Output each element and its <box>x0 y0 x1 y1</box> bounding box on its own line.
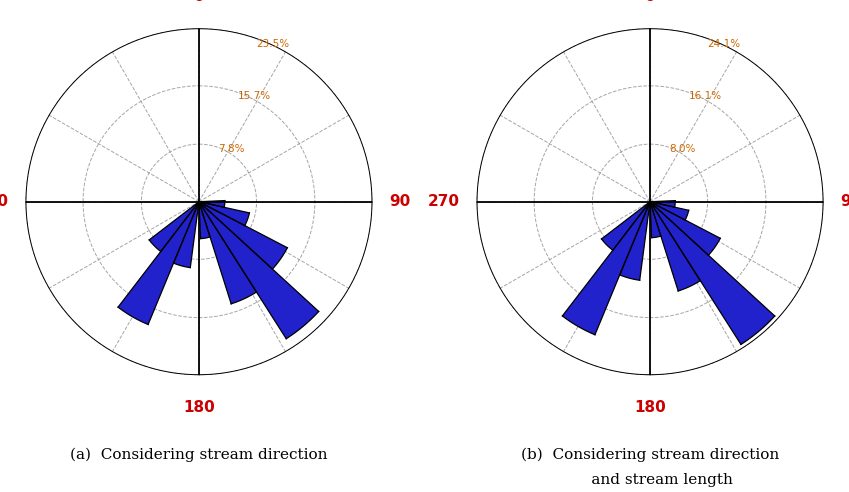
Text: 90: 90 <box>841 194 849 209</box>
Text: 180: 180 <box>183 400 215 414</box>
Polygon shape <box>562 202 650 335</box>
Text: 0: 0 <box>644 0 655 4</box>
Polygon shape <box>199 202 250 226</box>
Polygon shape <box>118 202 199 325</box>
Polygon shape <box>650 202 720 255</box>
Polygon shape <box>173 202 199 268</box>
Polygon shape <box>199 201 225 207</box>
Polygon shape <box>650 202 700 291</box>
Polygon shape <box>149 202 199 251</box>
Text: 24.1%: 24.1% <box>707 38 740 49</box>
Text: 8.0%: 8.0% <box>669 144 695 154</box>
Text: 16.1%: 16.1% <box>689 91 722 101</box>
Text: 270: 270 <box>0 194 8 209</box>
Text: 23.5%: 23.5% <box>256 38 290 49</box>
Polygon shape <box>199 202 318 338</box>
Text: (a)  Considering stream direction: (a) Considering stream direction <box>70 448 328 462</box>
Text: 270: 270 <box>428 194 459 209</box>
Polygon shape <box>650 201 675 207</box>
Text: 7.8%: 7.8% <box>218 144 245 154</box>
Text: 15.7%: 15.7% <box>238 91 271 101</box>
Polygon shape <box>199 202 287 269</box>
Text: 0: 0 <box>194 0 205 4</box>
Polygon shape <box>199 202 256 304</box>
Polygon shape <box>650 202 775 344</box>
Polygon shape <box>620 202 650 280</box>
Polygon shape <box>199 202 210 239</box>
Polygon shape <box>650 202 689 220</box>
Polygon shape <box>650 202 661 238</box>
Polygon shape <box>601 202 650 250</box>
Text: 180: 180 <box>634 400 666 414</box>
Text: 90: 90 <box>390 194 411 209</box>
Text: (b)  Considering stream direction
     and stream length: (b) Considering stream direction and str… <box>521 448 779 487</box>
